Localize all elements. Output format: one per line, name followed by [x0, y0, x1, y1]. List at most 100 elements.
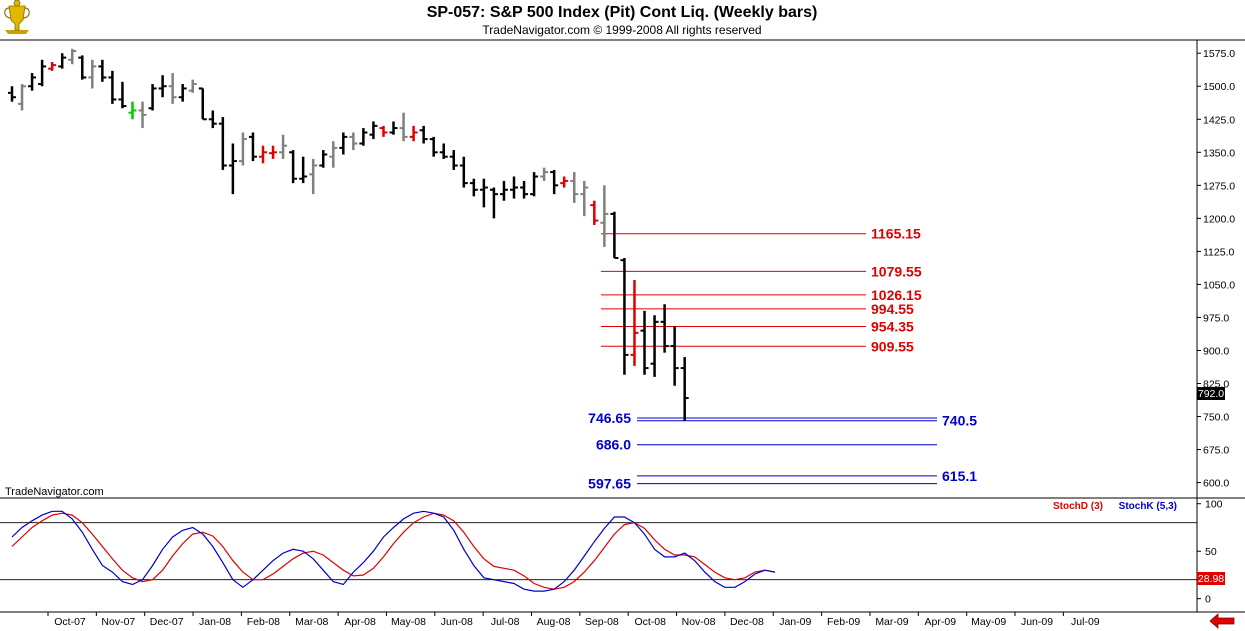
ohlc-bar: [520, 180, 529, 199]
stoch-tick-label: 100: [1205, 499, 1223, 511]
ohlc-bar: [28, 73, 37, 91]
x-tick-label: Jun-09: [1021, 616, 1053, 628]
y-tick-label: 1425.0: [1203, 114, 1235, 126]
ohlc-bar: [660, 304, 669, 353]
x-tick-label: Aug-08: [537, 616, 571, 628]
ohlc-bar: [429, 136, 438, 157]
left-arrow-icon[interactable]: [1209, 613, 1235, 629]
ohlc-bar: [238, 132, 247, 166]
last-price-label: 792.0: [1198, 388, 1224, 400]
ohlc-bar: [68, 48, 77, 65]
ohlc-bar: [188, 79, 197, 93]
ohlc-bar: [680, 357, 689, 421]
ohlc-bar: [389, 121, 398, 135]
y-tick-label: 600.0: [1203, 478, 1229, 490]
y-tick-label: 975.0: [1203, 312, 1229, 324]
y-tick-label: 1125.0: [1203, 246, 1234, 258]
level-label: 1165.15: [871, 226, 921, 242]
ohlc-bar: [218, 117, 227, 170]
ohlc-bar: [530, 172, 539, 197]
stoch-axis: 100 50 0: [0, 499, 1223, 606]
y-tick-label: 1275.0: [1203, 180, 1235, 192]
level-label: 597.65: [588, 476, 631, 492]
ohlc-bar: [259, 145, 267, 164]
x-tick-label: Jul-08: [491, 616, 520, 628]
chart-frame: [0, 39, 1245, 613]
level-label: 994.55: [871, 301, 914, 317]
ohlc-bar: [48, 62, 57, 71]
level-label: 1079.55: [871, 263, 922, 279]
ohlc-bar: [510, 176, 518, 199]
chart-title: SP-057: S&P 500 Index (Pit) Cont Liq. (W…: [427, 4, 818, 21]
ohlc-bar: [479, 178, 488, 208]
ohlc-bar: [128, 101, 137, 120]
x-tick-label: Oct-08: [634, 616, 666, 628]
level-label: 686.0: [596, 437, 631, 453]
ohlc-bar: [469, 178, 478, 197]
level-label: 1026.15: [871, 287, 922, 303]
ohlc-bar: [600, 185, 609, 247]
y-tick-label: 750.0: [1203, 412, 1229, 424]
y-tick-label: 1575.0: [1203, 48, 1235, 60]
x-tick-label: Sep-08: [585, 616, 619, 628]
ohlc-bar: [98, 59, 107, 82]
y-tick-label: 675.0: [1203, 445, 1229, 457]
ohlc-bar: [18, 84, 27, 111]
level-label: 909.55: [871, 338, 914, 354]
stoch-tick-label: 50: [1205, 546, 1217, 558]
ohlc-bar: [580, 180, 589, 217]
ohlc-bar: [248, 132, 257, 162]
x-tick-label: Jan-09: [779, 616, 811, 628]
ohlc-bar: [339, 132, 348, 155]
x-tick-label: Jan-08: [199, 616, 231, 628]
ohlc-bar: [8, 86, 16, 102]
level-label: 746.65: [588, 410, 631, 426]
ohlc-bar: [118, 81, 127, 109]
x-tick-label: May-09: [971, 616, 1006, 628]
ohlc-bar: [208, 110, 217, 129]
y-tick-label: 1350.0: [1203, 147, 1235, 159]
x-tick-label: Apr-08: [344, 616, 376, 628]
trophy-icon: [4, 0, 30, 34]
ohlc-bar: [138, 101, 147, 129]
ohlc-bar: [58, 53, 67, 69]
x-tick-label: Mar-09: [875, 616, 908, 628]
ohlc-bar: [349, 132, 358, 151]
legend-stochd: StochD (3): [1053, 501, 1103, 512]
ohlc-bar: [108, 70, 117, 104]
ohlc-bar: [379, 125, 388, 137]
ohlc-bar: [550, 169, 559, 195]
ohlc-bar: [560, 176, 569, 188]
x-tick-label: Nov-08: [682, 616, 716, 628]
ohlc-bar: [309, 158, 318, 195]
x-tick-label: Feb-08: [247, 616, 280, 628]
price-axis: 1575.0 1500.0 1425.0 1350.0 1275.0 1200.0 1125…: [1197, 48, 1235, 490]
ohlc-bar: [88, 59, 97, 89]
x-tick-label: Nov-07: [101, 616, 135, 628]
ohlc-bar: [670, 326, 679, 386]
ohlc-bar: [499, 180, 508, 201]
x-tick-label: Jul-09: [1071, 616, 1100, 628]
x-tick-label: Feb-09: [827, 616, 860, 628]
ohlc-bar: [168, 73, 177, 104]
ohlc-bar: [459, 156, 468, 188]
ohlc-bar: [590, 200, 599, 225]
x-tick-label: Jun-08: [441, 616, 473, 628]
ohlc-bar: [299, 156, 308, 184]
x-tick-label: Mar-08: [295, 616, 328, 628]
ohlc-bar: [359, 128, 368, 146]
y-tick-label: 1050.0: [1203, 279, 1235, 291]
ohlc-bar: [78, 55, 87, 80]
ohlc-bar: [279, 134, 288, 159]
ohlc-bar: [289, 150, 298, 184]
time-axis: Oct-07 Nov-07 Dec-07 Jan-08 Feb-08 Mar-08 Apr-…: [47, 612, 1100, 628]
x-tick-label: Oct-07: [54, 616, 86, 628]
ohlc-bar: [178, 84, 187, 102]
ohlc-bar: [439, 143, 448, 159]
ohlc-bar: [158, 75, 167, 98]
ohlc-bar: [540, 167, 549, 181]
ohlc-bar: [409, 125, 418, 142]
y-tick-label: 900.0: [1203, 345, 1229, 357]
ohlc-bar: [319, 150, 328, 168]
